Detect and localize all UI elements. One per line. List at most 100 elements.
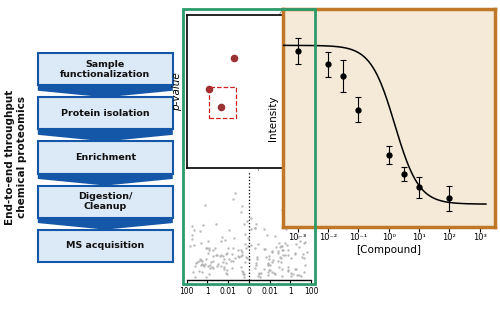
Point [224,245,232,250]
Point [292,251,300,256]
Point [269,257,277,262]
Point [191,264,199,269]
Point [262,254,270,259]
Point [298,255,306,260]
Point [219,253,227,258]
Point [230,258,237,263]
Point [238,269,246,274]
Y-axis label: Intensity: Intensity [268,95,278,141]
Point [278,207,286,212]
Point [284,267,292,272]
Point [281,241,289,246]
Text: Protein isolation: Protein isolation [61,109,150,118]
Point [204,248,212,253]
Point [255,271,263,276]
Polygon shape [38,174,173,186]
Point [236,209,244,215]
Point [264,272,272,277]
Point [242,232,250,237]
Point [222,261,230,266]
Point [291,251,299,256]
Point [240,221,248,226]
Point [260,247,268,252]
Point [247,243,255,248]
Point [251,246,259,251]
Point [196,258,203,263]
Point [197,262,205,267]
Point [196,240,204,245]
Point [190,227,198,232]
Point [264,261,272,266]
Point [254,254,262,259]
Point [284,248,292,253]
Point [218,235,226,240]
Point [223,251,231,256]
Point [204,239,212,244]
Point [196,268,203,273]
Point [238,248,246,253]
Point [277,255,285,260]
Point [284,242,292,247]
Point [242,245,250,250]
Point [265,256,273,261]
Point [277,243,285,248]
Point [186,243,194,248]
Point [276,259,284,264]
Point [265,254,273,259]
Point [294,234,302,239]
Point [292,224,300,229]
Text: Digestion/
Cleanup: Digestion/ Cleanup [78,192,132,211]
Point [208,265,216,270]
X-axis label: [Compound]: [Compound] [356,245,421,255]
Point [239,272,247,277]
Point [264,261,272,266]
FancyBboxPatch shape [38,230,173,262]
FancyBboxPatch shape [38,141,173,174]
Point [278,273,286,278]
Point [300,239,308,244]
Point [274,250,282,255]
Point [199,222,207,227]
Point [268,269,276,274]
Point [237,254,245,259]
Point [223,267,231,272]
FancyBboxPatch shape [38,97,173,129]
Point [247,227,255,232]
Point [212,253,220,258]
Point [201,261,209,266]
Point [254,241,262,246]
Point [204,250,212,255]
Point [200,263,208,268]
Point [210,258,218,263]
Point [264,267,272,272]
Point [244,235,252,240]
Point [213,263,221,268]
Point [287,270,295,275]
Point [268,250,276,255]
Point [252,221,260,226]
Point [272,245,280,250]
Point [300,270,308,275]
Point [300,256,308,261]
FancyBboxPatch shape [38,53,173,85]
Point [278,247,286,252]
Point [264,263,272,268]
Point [296,212,304,217]
Text: End-to-end throughput
chemical proteomics: End-to-end throughput chemical proteomic… [6,90,27,225]
Point [205,271,213,276]
Point [264,269,272,274]
Point [196,256,204,261]
Point [240,274,248,279]
FancyBboxPatch shape [38,186,173,218]
Point [252,260,260,265]
Point [242,256,250,261]
Point [213,252,221,257]
Point [196,228,204,233]
Point [284,253,292,258]
Point [276,264,283,269]
Point [238,268,246,273]
Point [244,244,252,249]
Point [237,264,245,269]
Point [291,267,299,272]
Point [230,256,238,261]
